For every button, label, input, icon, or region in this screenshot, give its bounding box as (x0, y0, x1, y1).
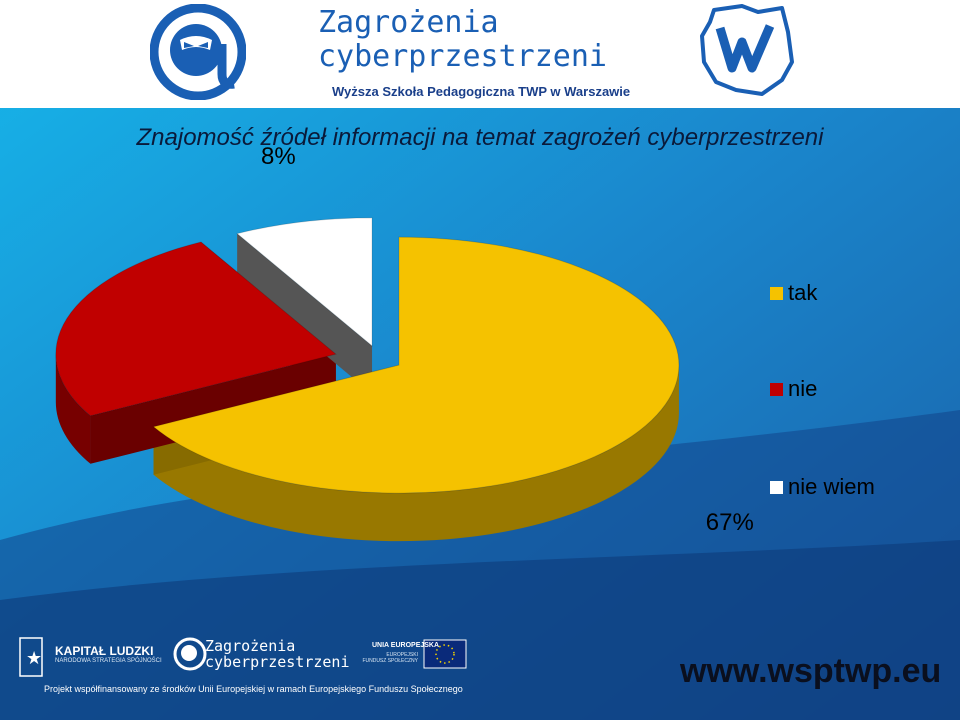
website-url[interactable]: www.wsptwp.eu (680, 652, 942, 690)
svg-text:★: ★ (26, 648, 42, 669)
header-band (0, 0, 960, 108)
pie-side-tak (153, 365, 679, 542)
footer-project-logo: Zagrożenia cyberprzestrzeni (205, 637, 350, 671)
legend-label-tak: tak (788, 280, 818, 305)
kapital-ludzki-stars-icon: ★ (19, 637, 43, 677)
legend-label-nie-wiem: nie wiem (788, 474, 875, 499)
footer-logos: ★ (19, 637, 467, 677)
legend-swatch-tak (770, 287, 783, 300)
eu-flag-icon (423, 639, 467, 669)
at-sign-footer-icon (173, 637, 207, 671)
pie-side-nie (55, 354, 91, 464)
kapital-ludzki-title: KAPITAŁ LUDZKI (55, 644, 154, 658)
pie-wall-nie-wiem-0 (237, 233, 373, 394)
kapital-ludzki-subtitle: NARODOWA STRATEGIA SPÓJNOŚCI (55, 658, 162, 664)
pie-slices (55, 217, 680, 494)
twp-poland-map-logo (700, 4, 794, 96)
legend-swatch-nie (770, 383, 783, 396)
chart-title: Znajomość źródeł informacji na temat zag… (136, 124, 824, 151)
legend-swatch-nie-wiem (770, 481, 783, 494)
eu-title: UNIA EUROPEJSKA (372, 642, 440, 649)
data-label-nie-wiem: 8% (261, 143, 296, 170)
eu-subtitle: EUROPEJSKI FUNDUSZ SPOŁECZNY (362, 652, 418, 664)
pie-data-labels: 67%25%8% (261, 143, 754, 536)
header-subtitle: Wyższa Szkoła Pedagogiczna TWP w Warszaw… (332, 84, 631, 99)
data-label-tak: 67% (706, 509, 754, 536)
at-sign-mask-logo (150, 4, 246, 100)
pie-slice-nie-wiem (236, 217, 373, 347)
header-title: Zagrożenia cyberprzestrzeni (318, 5, 607, 74)
pie-wall-nie-0 (90, 354, 336, 464)
pie-slice-tak (152, 236, 680, 494)
pie-slice-nie (55, 241, 337, 417)
funding-note: Projekt współfinansowany ze środków Unii… (44, 684, 463, 694)
legend-label-nie: nie (788, 376, 818, 401)
